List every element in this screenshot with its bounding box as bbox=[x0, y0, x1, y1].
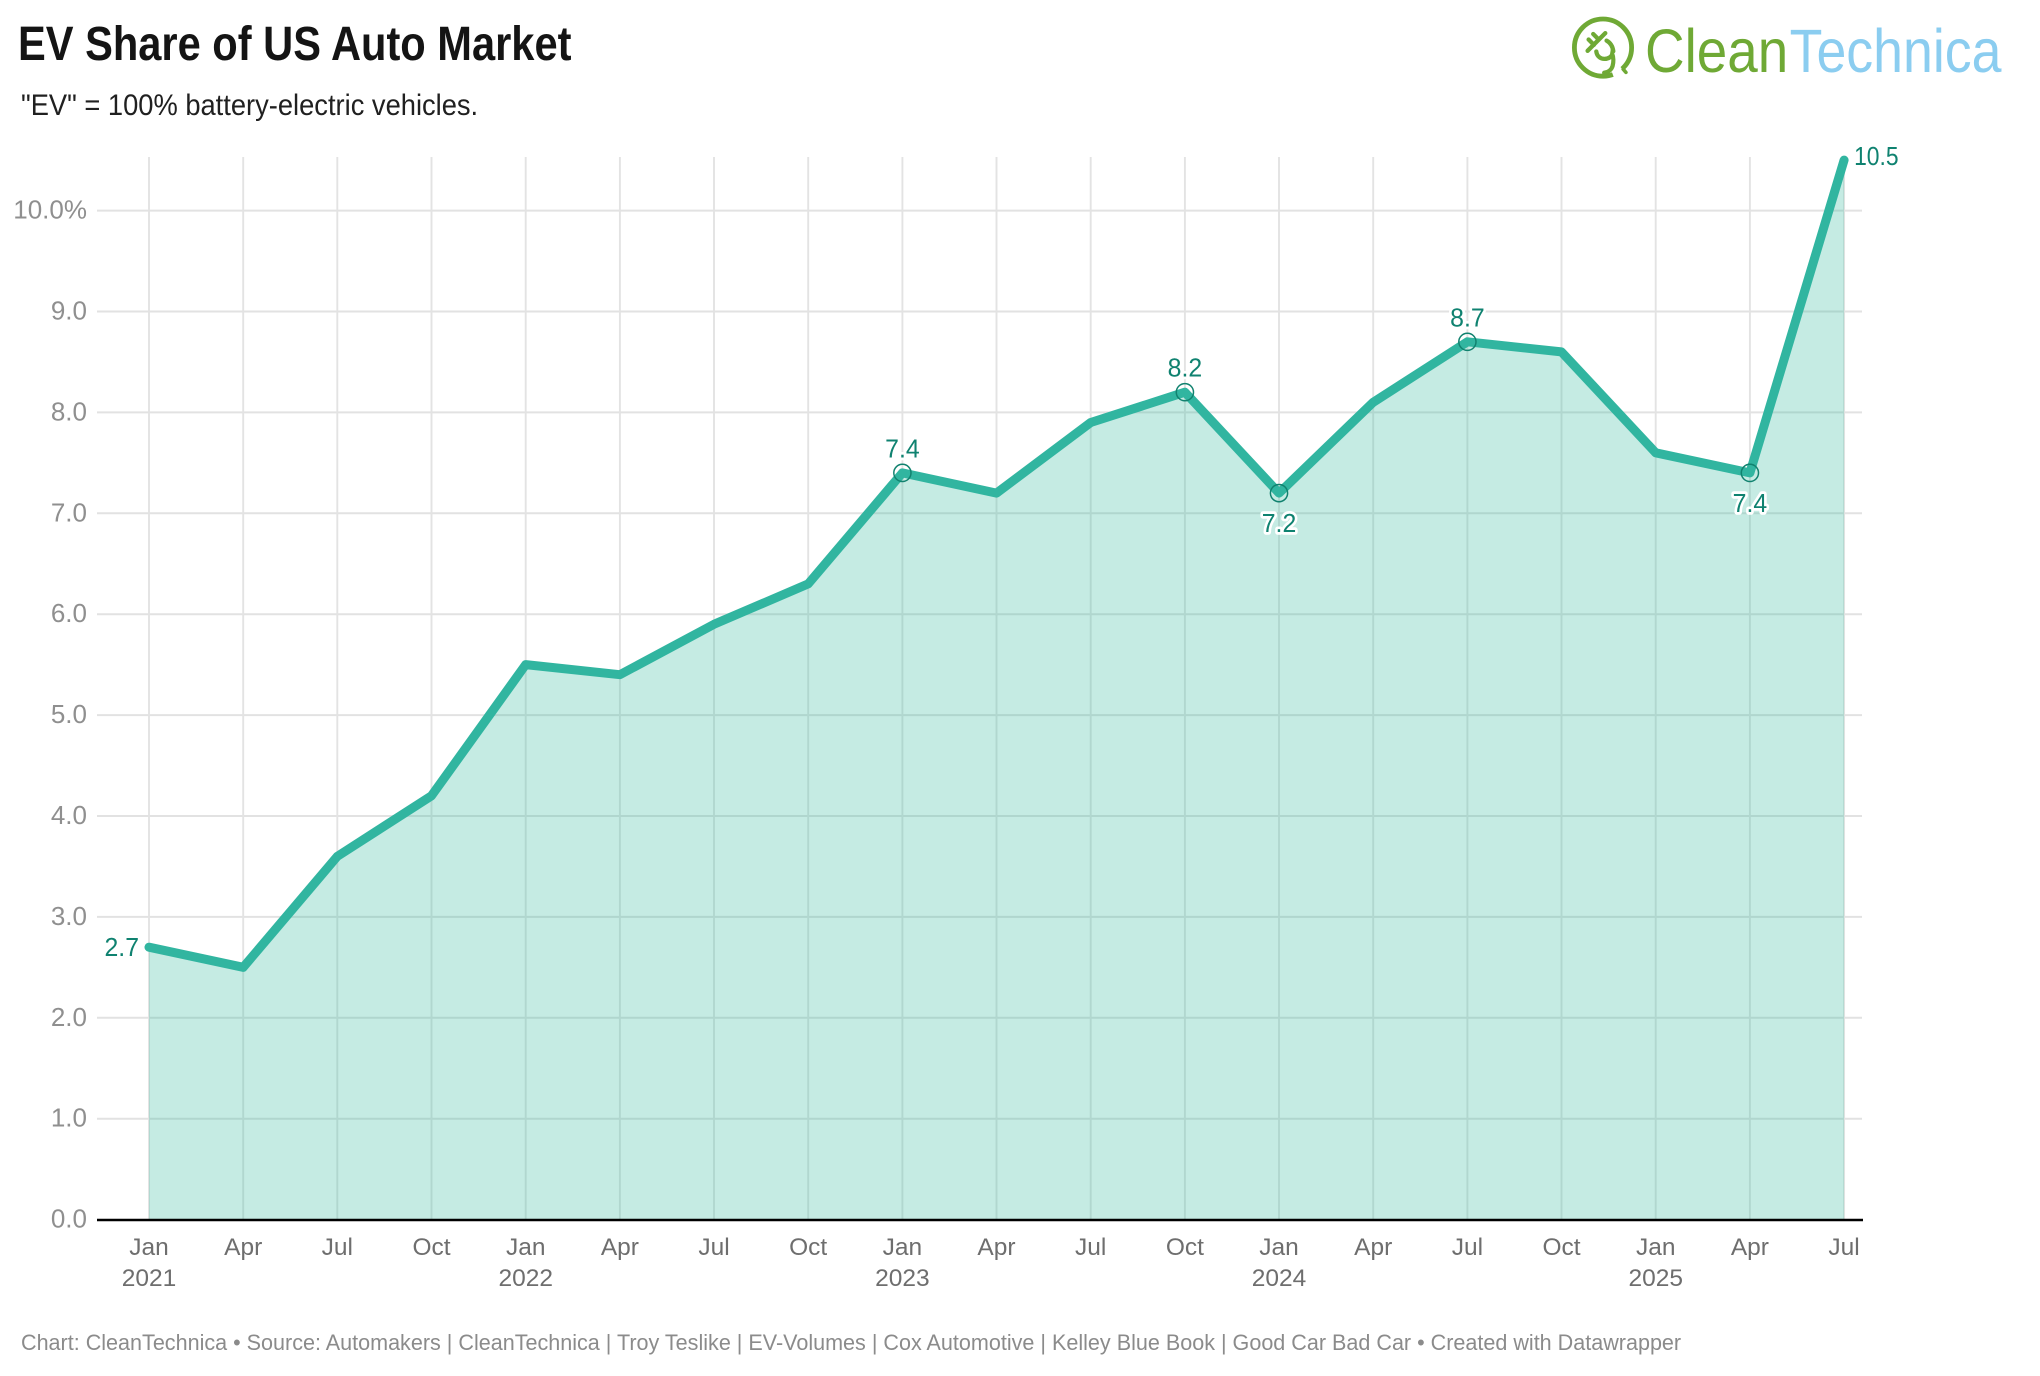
svg-text:2021: 2021 bbox=[122, 1265, 177, 1292]
svg-text:Jul: Jul bbox=[1452, 1234, 1483, 1261]
svg-text:7.2: 7.2 bbox=[1262, 508, 1297, 538]
svg-text:2022: 2022 bbox=[498, 1265, 553, 1292]
svg-text:6.0: 6.0 bbox=[51, 598, 87, 628]
svg-text:7.4: 7.4 bbox=[885, 433, 920, 463]
svg-text:2023: 2023 bbox=[875, 1265, 930, 1292]
svg-text:Oct: Oct bbox=[1542, 1234, 1580, 1261]
svg-text:2.0: 2.0 bbox=[51, 1002, 87, 1032]
svg-text:10.5: 10.5 bbox=[1854, 141, 1899, 171]
svg-text:Oct: Oct bbox=[1166, 1234, 1204, 1261]
svg-text:2025: 2025 bbox=[1628, 1265, 1683, 1292]
svg-text:1.0: 1.0 bbox=[51, 1103, 87, 1133]
svg-text:8.2: 8.2 bbox=[1168, 353, 1203, 383]
svg-text:Oct: Oct bbox=[789, 1234, 827, 1261]
svg-text:Jul: Jul bbox=[1828, 1234, 1859, 1261]
svg-text:Jan: Jan bbox=[1259, 1234, 1299, 1261]
svg-text:10.0%: 10.0% bbox=[13, 195, 87, 225]
svg-text:Jul: Jul bbox=[1075, 1234, 1106, 1261]
svg-text:7.4: 7.4 bbox=[1733, 488, 1768, 518]
svg-text:8.7: 8.7 bbox=[1450, 302, 1485, 332]
svg-text:4.0: 4.0 bbox=[51, 800, 87, 830]
svg-text:5.0: 5.0 bbox=[51, 699, 87, 729]
svg-text:Apr: Apr bbox=[601, 1234, 639, 1261]
svg-text:Apr: Apr bbox=[1354, 1234, 1392, 1261]
svg-text:Jan: Jan bbox=[883, 1234, 923, 1261]
svg-text:Apr: Apr bbox=[224, 1234, 262, 1261]
svg-text:Jan: Jan bbox=[1636, 1234, 1676, 1261]
svg-text:Technica: Technica bbox=[1790, 17, 2002, 85]
svg-text:Apr: Apr bbox=[1731, 1234, 1769, 1261]
svg-text:Jan: Jan bbox=[129, 1234, 169, 1261]
svg-text:Jul: Jul bbox=[698, 1234, 729, 1261]
svg-text:Oct: Oct bbox=[412, 1234, 450, 1261]
svg-text:2.7: 2.7 bbox=[105, 932, 140, 962]
svg-text:9.0: 9.0 bbox=[51, 296, 87, 326]
svg-text:Clean: Clean bbox=[1645, 17, 1788, 85]
svg-text:Apr: Apr bbox=[977, 1234, 1015, 1261]
svg-text:Jan: Jan bbox=[506, 1234, 546, 1261]
svg-text:2024: 2024 bbox=[1252, 1265, 1307, 1292]
svg-text:8.0: 8.0 bbox=[51, 396, 87, 426]
svg-text:Jul: Jul bbox=[322, 1234, 353, 1261]
svg-text:7.0: 7.0 bbox=[51, 497, 87, 527]
svg-text:0.0: 0.0 bbox=[51, 1204, 87, 1234]
svg-text:3.0: 3.0 bbox=[51, 901, 87, 931]
